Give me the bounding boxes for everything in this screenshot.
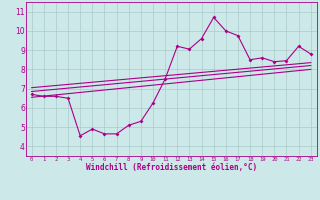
X-axis label: Windchill (Refroidissement éolien,°C): Windchill (Refroidissement éolien,°C)	[86, 163, 257, 172]
